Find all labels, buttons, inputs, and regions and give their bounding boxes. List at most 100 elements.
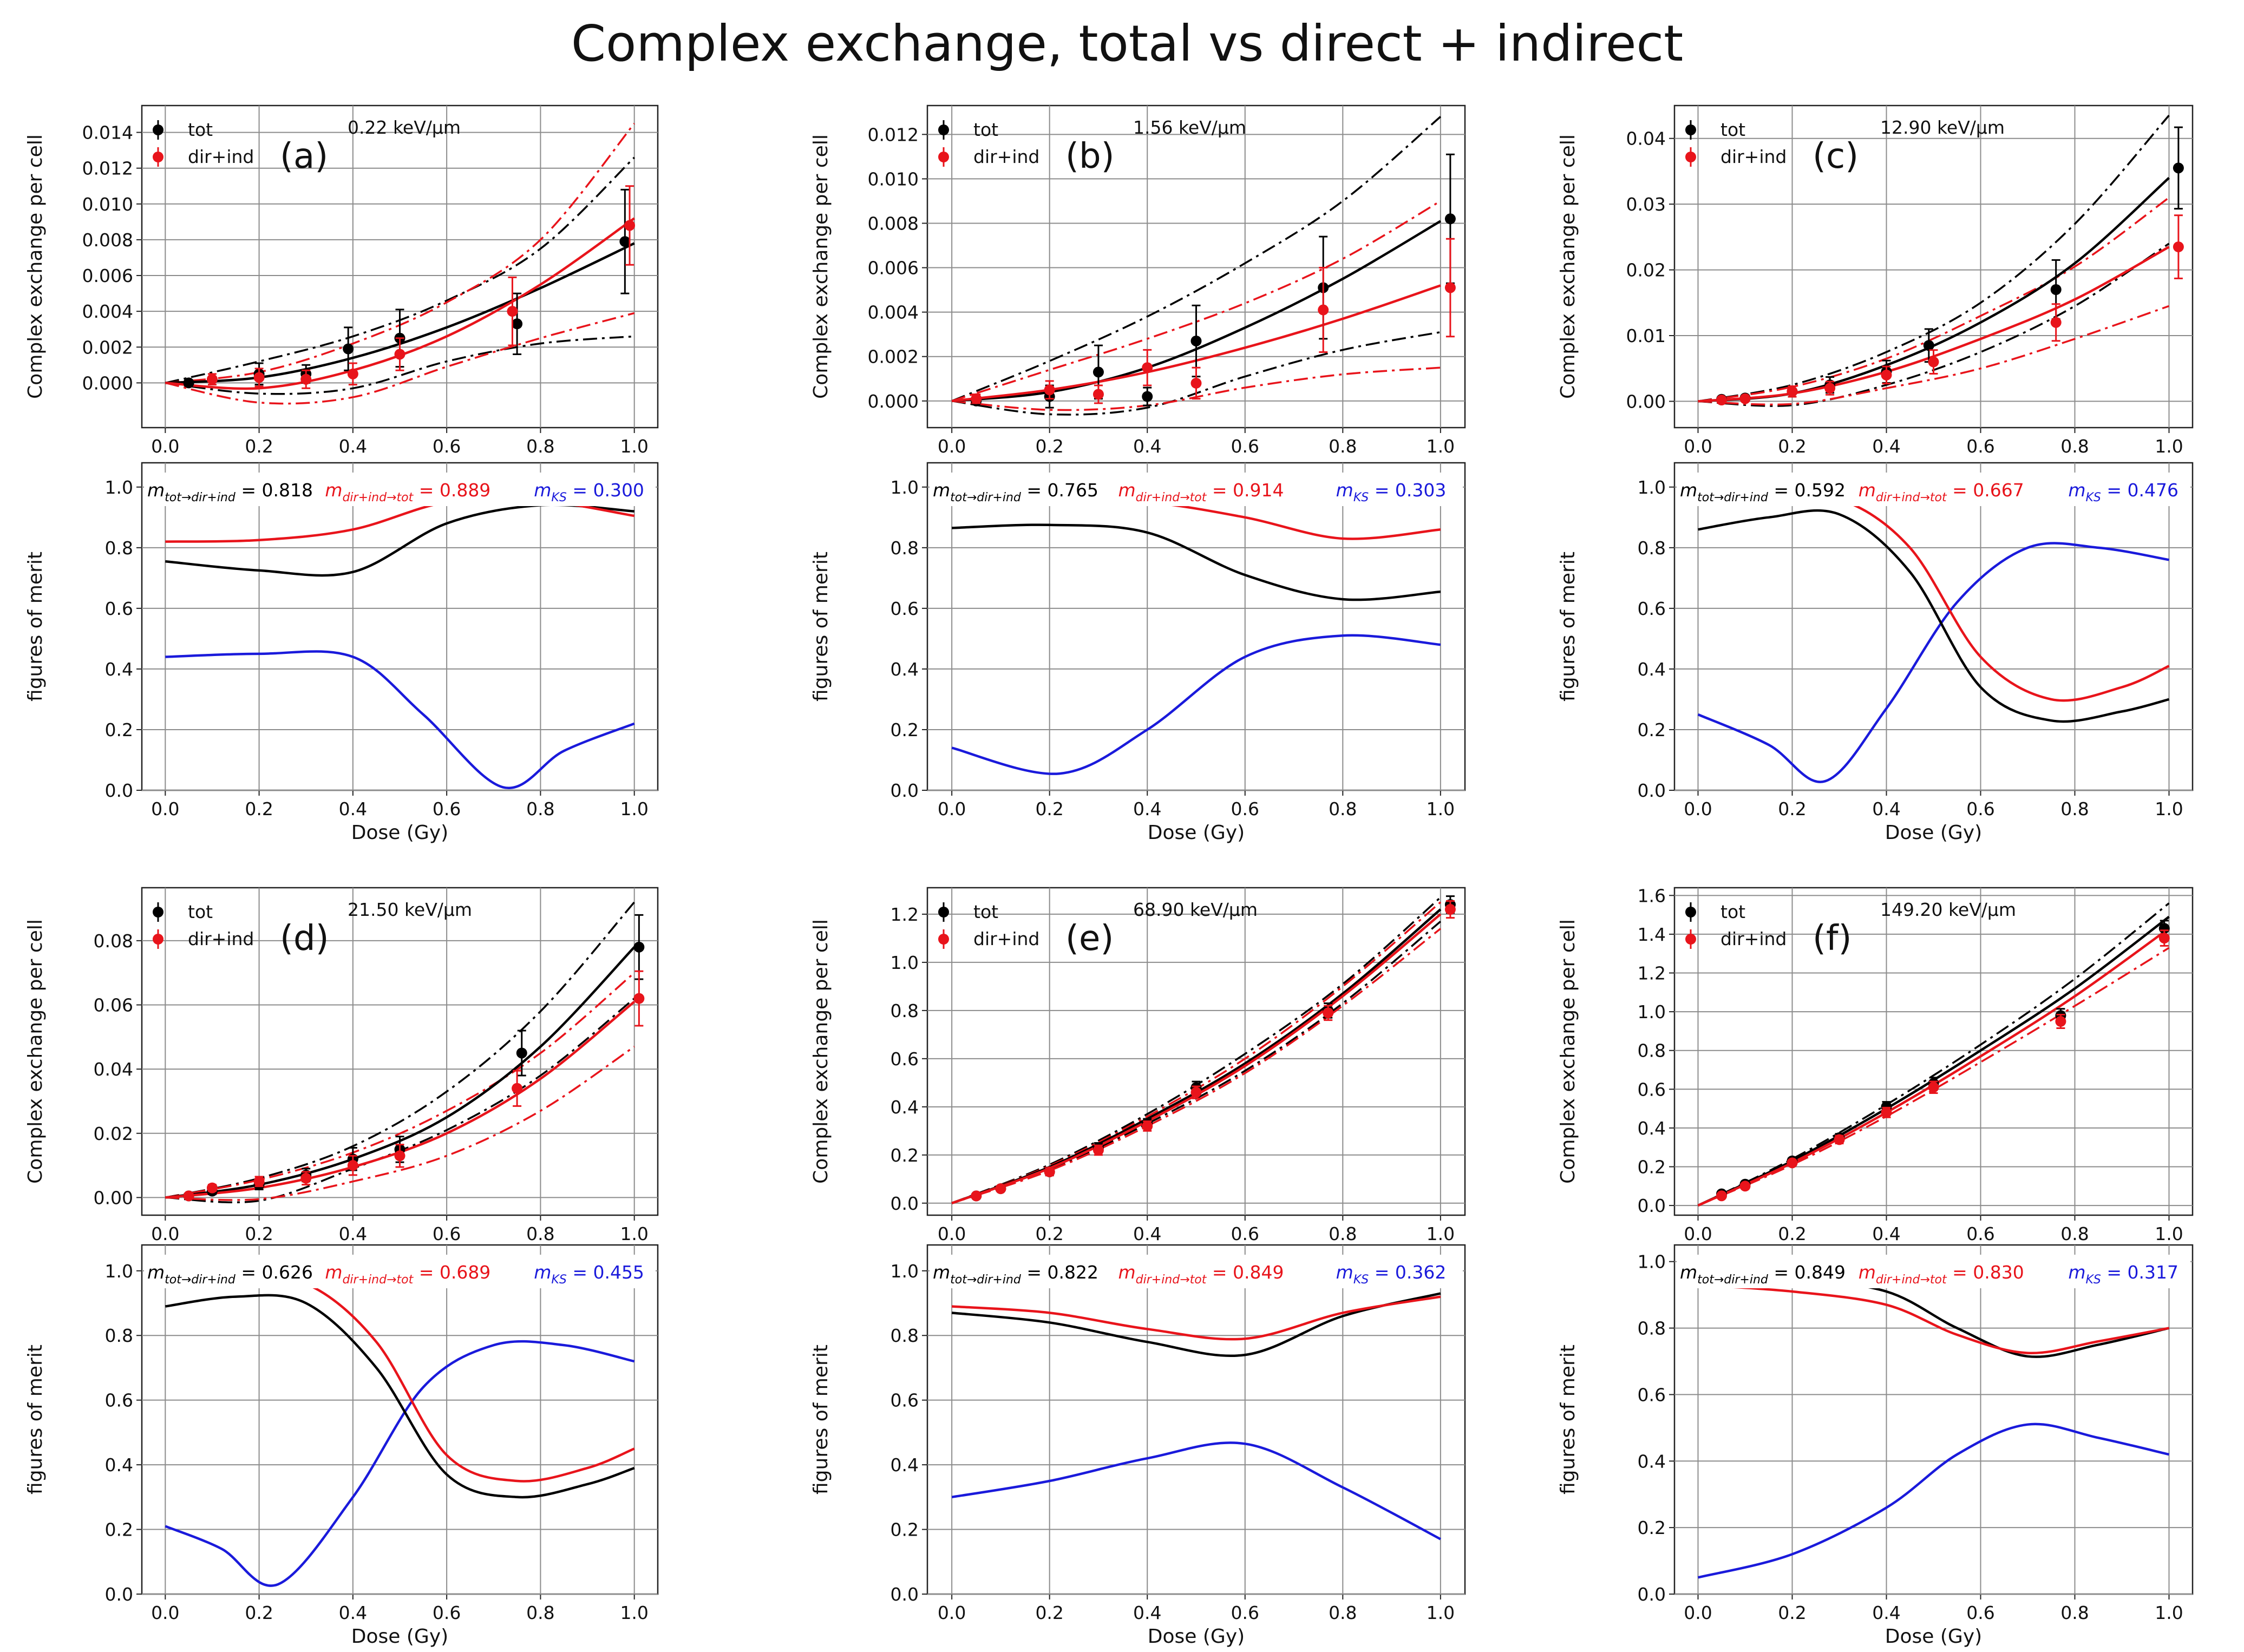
bottom-ytick-label: 0.2 [891,1519,919,1540]
merit-label-background [930,1255,1463,1288]
top-ytick-label: 0.0 [1638,1195,1666,1216]
dirind-point [1739,393,1751,404]
panel-letter: (c) [1813,136,1859,176]
dirind-point [2050,317,2062,328]
dirind-band-upper [951,200,1441,402]
panel-letter: (a) [280,136,328,176]
panel-letter: (b) [1065,136,1115,176]
tot-band-upper [165,156,635,384]
bottom-ytick-label: 0.4 [891,659,919,680]
tot-band-lower [165,998,635,1203]
top-ylabel: Complex exchange per cell [24,919,47,1184]
tot-point [633,941,645,953]
tot-band-lower [165,335,634,395]
let-label: 0.22 keV/μm [348,117,461,138]
bottom-ytick-label: 0.2 [1638,719,1666,740]
m-ks-line [1697,542,2169,783]
dirind-point [1928,356,1939,368]
dirind-point [1928,1081,1939,1093]
dirind-point [1716,395,1727,405]
bottom-xtick-label: 0.4 [339,1602,367,1623]
top-xtick-label: 0.2 [1035,1223,1063,1244]
tot-point [516,1047,527,1059]
top-ytick-label: 0.00 [94,1187,133,1208]
dirind-point [1787,386,1798,397]
dirind-point [206,373,218,385]
panel-a-bottom: 0.0 0.2 0.4 0.6 0.8 1.0 0.0 0.2 0.4 0.6 0.8 1.0 figu… [24,462,659,844]
bottom-xtick-label: 0.0 [938,798,966,820]
panel-d: 0.0 0.2 0.4 0.6 0.8 1.0 0.00 0.02 0.04 0.06 0.08 Co… [24,887,659,1648]
tot-band-upper [1698,115,2170,403]
dirind-point [1824,383,1836,394]
top-ytick-label: 1.4 [1638,924,1666,945]
legend-dirind-label: dir+ind [973,146,1039,167]
dirind-band-upper [165,972,635,1199]
panel-b-top: 0.0 0.2 0.4 0.6 0.8 1.0 0.000 0.002 0.004 0.006 0.… [810,104,1466,457]
merit-ks-label: mKS = 0.300 [534,480,644,504]
bottom-ytick-label: 0.4 [1638,659,1666,680]
dirind-point [394,1150,405,1162]
m-ks-line [1697,1422,2170,1579]
top-xtick-label: 0.6 [1966,1223,1994,1244]
top-ytick-label: 0.01 [1626,325,1666,346]
dirind-band-upper [165,123,636,384]
dirind-point [507,306,518,317]
panel-letter: (f) [1813,919,1852,959]
bottom-xtick-label: 0.0 [1684,798,1712,820]
dirind-point [971,1190,982,1202]
top-xtick-label: 1.0 [620,1223,648,1244]
bottom-xtick-label: 1.0 [2155,1602,2183,1623]
bottom-ytick-label: 0.4 [891,1454,919,1476]
top-ytick-label: 0.008 [82,230,133,251]
bottom-xtick-label: 0.6 [1966,1602,1994,1623]
merit-dirind-tot-label: mdir+ind→tot = 0.914 [1118,480,1284,504]
m-tot-dirind-line [165,1294,635,1499]
dirind-point [1881,1107,1892,1118]
m-ks-line [951,1441,1441,1540]
tot-point [1142,391,1153,402]
top-frame [926,887,1466,1216]
dirind-point [624,220,636,231]
bottom-xtick-label: 0.2 [1035,798,1063,820]
bottom-ytick-label: 0.2 [1638,1517,1666,1538]
m-ks-line [165,650,635,790]
top-ytick-label: 0.002 [82,337,133,358]
bottom-xtick-label: 0.6 [433,1602,461,1623]
bottom-ytick-label: 0.0 [891,780,919,801]
top-ytick-label: 0.004 [82,301,133,322]
merit-tot-dirind-label: mtot→dir+ind = 0.765 [933,480,1098,504]
top-ylabel: Complex exchange per cell [1557,134,1579,399]
dirind-fit-line [1698,246,2170,403]
top-xtick-label: 0.4 [1133,1223,1161,1244]
bottom-ytick-label: 0.0 [105,1584,133,1605]
panel-d-bottom: 0.0 0.2 0.4 0.6 0.8 1.0 0.0 0.2 0.4 0.6 0.8 1.0 figu… [24,1244,659,1648]
bottom-ytick-label: 0.4 [1638,1451,1666,1472]
bottom-ylabel: figures of merit [1557,1345,1579,1494]
bottom-frame [926,462,1466,791]
bottom-xtick-label: 0.6 [1231,798,1259,820]
let-label: 21.50 keV/μm [348,899,472,920]
top-xtick-label: 0.2 [1778,436,1806,457]
top-ytick-label: 0.014 [82,122,133,143]
top-xtick-label: 0.6 [433,436,461,457]
bottom-ytick-label: 0.2 [105,719,133,740]
top-xtick-label: 1.0 [1427,436,1455,457]
bottom-ytick-label: 1.0 [105,1261,133,1282]
panel-f: 0.0 0.2 0.4 0.6 0.8 1.0 0.0 0.2 0.4 0.6 0.8 1.0 1.2 1… [1557,885,2194,1648]
bottom-ytick-label: 0.8 [891,1325,919,1346]
top-xtick-label: 0.4 [339,436,367,457]
top-ytick-label: 0.0 [891,1193,919,1214]
panel-letter: (e) [1065,919,1114,959]
bottom-ytick-label: 0.6 [1638,1384,1666,1405]
tot-point [2050,284,2062,295]
dirind-band-lower [165,1046,635,1201]
merit-ks-label: mKS = 0.455 [534,1262,644,1287]
panels: 0.0 0.2 0.4 0.6 0.8 1.0 0.000 0.002 0.004 0.006 0.… [24,104,2194,1648]
bottom-xtick-label: 0.6 [1966,798,1994,820]
top-xtick-label: 0.8 [1329,1223,1357,1244]
bottom-ytick-label: 1.0 [891,477,919,498]
top-frame [141,104,659,429]
top-ytick-label: 0.06 [94,994,133,1015]
bottom-xtick-label: 0.8 [526,1602,554,1623]
top-ytick-label: 0.010 [82,194,133,215]
